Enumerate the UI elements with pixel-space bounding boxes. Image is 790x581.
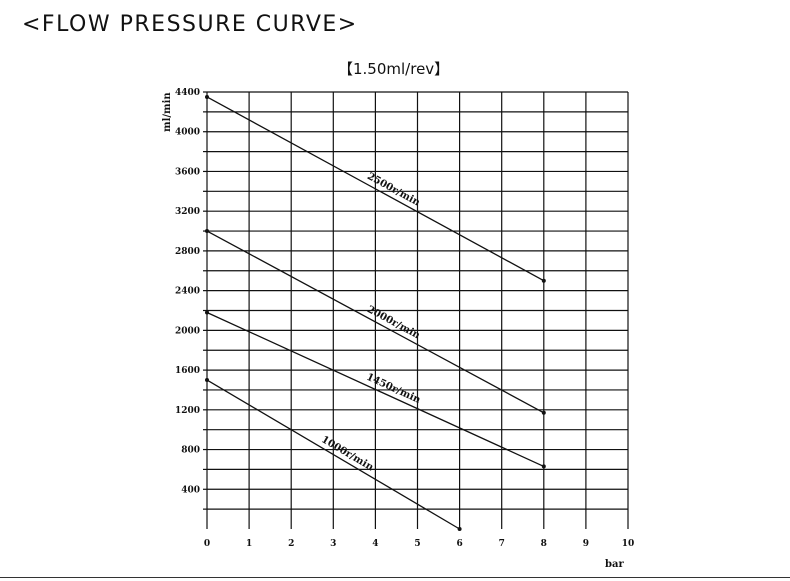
series-line	[206, 311, 545, 468]
y-tick-label: 4400	[175, 88, 200, 98]
series-label: 1000r/min	[319, 434, 376, 473]
bottom-divider	[0, 577, 790, 578]
series-line	[206, 230, 545, 414]
y-tick-label: 3600	[175, 167, 200, 177]
y-tick-label: 400	[181, 485, 200, 495]
chart-tick-labels: 0 1 2 3 4 5 6 7 8 9 10 400 800 1200 1600 2000 2400 2800 32…	[175, 88, 634, 549]
y-tick-label: 800	[181, 446, 200, 456]
x-tick-label: 6	[456, 539, 462, 549]
y-tick-label: 2800	[175, 247, 200, 257]
x-tick-label: 3	[330, 539, 336, 549]
y-tick-label: 2400	[175, 287, 200, 297]
x-tick-label: 4	[372, 539, 378, 549]
series-end-point	[541, 464, 546, 469]
x-tick-label: 2	[288, 539, 294, 549]
y-tick-label: 2000	[175, 326, 200, 336]
chart-grid	[203, 91, 629, 529]
y-tick-label: 1200	[175, 406, 200, 416]
series-start-point	[205, 310, 209, 315]
series-line	[206, 96, 545, 282]
x-tick-label: 5	[414, 539, 420, 549]
series-start-point	[205, 94, 209, 99]
series-end-point	[541, 278, 546, 283]
chart-subtitle: 【1.50ml/rev】	[338, 60, 450, 78]
x-axis-label: bar	[605, 559, 624, 570]
series-end-point	[457, 527, 462, 531]
y-tick-label: 4000	[175, 128, 200, 138]
series-start-point	[205, 229, 209, 234]
series-start-point	[205, 378, 209, 383]
x-tick-label: 10	[622, 539, 635, 549]
y-axis-label: ml/min	[162, 92, 173, 132]
x-tick-label: 1	[246, 539, 252, 549]
series-line	[206, 379, 460, 530]
series-label: 2500r/min	[365, 171, 422, 209]
y-tick-label: 1600	[175, 366, 200, 376]
x-tick-label: 8	[541, 539, 547, 549]
x-tick-label: 0	[204, 539, 210, 549]
series-label: 2000r/min	[365, 304, 422, 342]
x-tick-label: 7	[499, 539, 505, 549]
page-title: <FLOW PRESSURE CURVE>	[22, 12, 358, 37]
y-tick-label: 3200	[175, 207, 200, 217]
series-end-point	[541, 410, 546, 415]
x-tick-label: 9	[583, 539, 589, 549]
